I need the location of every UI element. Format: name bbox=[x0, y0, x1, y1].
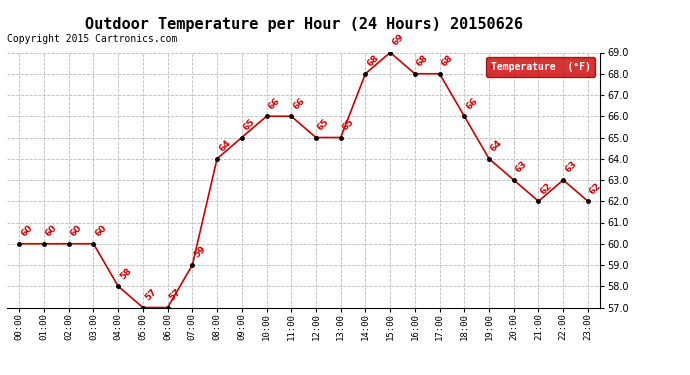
Text: 68: 68 bbox=[366, 53, 381, 68]
Text: 65: 65 bbox=[316, 117, 331, 132]
Text: 63: 63 bbox=[514, 159, 529, 175]
Text: 60: 60 bbox=[44, 224, 59, 238]
Legend: Temperature  (°F): Temperature (°F) bbox=[486, 57, 595, 77]
Text: 59: 59 bbox=[193, 244, 208, 260]
Text: 64: 64 bbox=[489, 138, 504, 153]
Text: 69: 69 bbox=[390, 32, 406, 47]
Text: 66: 66 bbox=[291, 96, 306, 111]
Text: 60: 60 bbox=[93, 224, 108, 238]
Text: 57: 57 bbox=[168, 287, 183, 302]
Text: 63: 63 bbox=[563, 159, 578, 175]
Text: 60: 60 bbox=[19, 224, 34, 238]
Text: Copyright 2015 Cartronics.com: Copyright 2015 Cartronics.com bbox=[7, 34, 177, 44]
Text: 65: 65 bbox=[241, 117, 257, 132]
Text: 60: 60 bbox=[69, 224, 83, 238]
Text: 64: 64 bbox=[217, 138, 233, 153]
Text: Outdoor Temperature per Hour (24 Hours) 20150626: Outdoor Temperature per Hour (24 Hours) … bbox=[85, 17, 522, 32]
Text: 65: 65 bbox=[341, 117, 356, 132]
Text: 66: 66 bbox=[266, 96, 282, 111]
Text: 62: 62 bbox=[588, 181, 603, 196]
Text: 66: 66 bbox=[464, 96, 480, 111]
Text: 62: 62 bbox=[538, 181, 553, 196]
Text: 57: 57 bbox=[143, 287, 158, 302]
Text: 68: 68 bbox=[440, 53, 455, 68]
Text: 58: 58 bbox=[118, 266, 133, 281]
Text: 68: 68 bbox=[415, 53, 430, 68]
